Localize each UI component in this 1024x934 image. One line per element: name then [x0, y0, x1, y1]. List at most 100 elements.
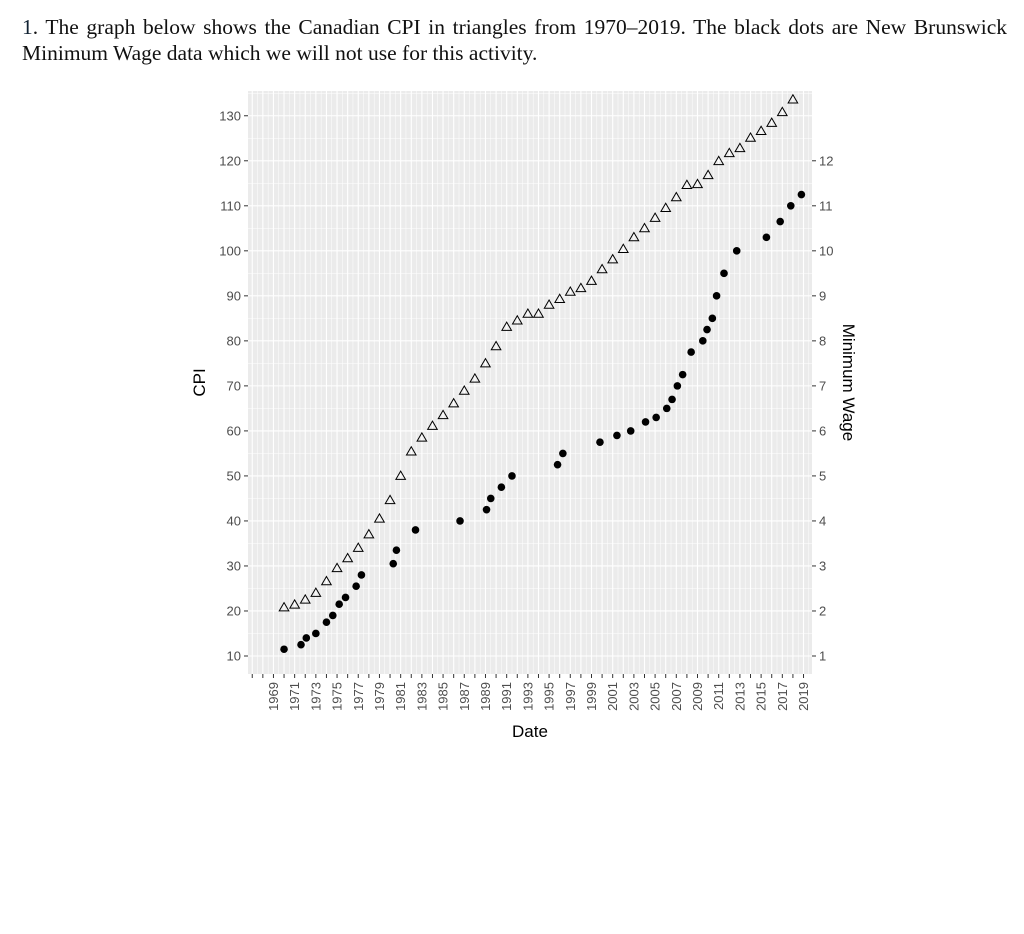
- cpi-point: [617, 243, 629, 253]
- minimum-wage-point: [776, 217, 784, 226]
- cpi-point: [320, 575, 333, 586]
- cpi-point: [299, 593, 311, 604]
- minimum-wage-point: [708, 314, 717, 323]
- x-tick-label: 1983: [414, 682, 429, 711]
- cpi-point: [416, 431, 428, 442]
- x-tick-label: 2011: [711, 682, 726, 710]
- cpi-point: [437, 409, 449, 420]
- minimum-wage-point: [497, 483, 506, 491]
- minimum-wage-point: [411, 526, 420, 534]
- question-text: 1. The graph below shows the Canadian CP…: [22, 14, 1007, 66]
- minimum-wage-point: [652, 413, 660, 422]
- cpi-point: [543, 299, 555, 309]
- y2-tick-label: 7: [819, 378, 826, 393]
- minimum-wage-point: [280, 645, 288, 654]
- minimum-wage-point: [553, 460, 562, 469]
- cpi-point: [384, 494, 396, 505]
- cpi-point: [310, 587, 322, 597]
- x-tick-label: 1991: [499, 682, 514, 711]
- minimum-wage-point: [352, 582, 360, 591]
- minimum-wage-point: [662, 404, 671, 413]
- cpi-point: [713, 155, 725, 166]
- cpi-point: [331, 562, 343, 573]
- x-tick-label: 2017: [775, 682, 790, 711]
- x-tick-label: 1989: [478, 682, 493, 711]
- cpi-point: [607, 253, 619, 264]
- minimum-wage-point: [357, 571, 366, 579]
- minimum-wage-point: [392, 546, 401, 554]
- minimum-wage-point: [341, 593, 350, 602]
- x-tick-label: 2007: [669, 682, 684, 711]
- y-tick-label: 50: [227, 468, 241, 483]
- cpi-point: [469, 372, 481, 383]
- x-tick-label: 2001: [605, 682, 620, 711]
- minimum-wage-point: [482, 505, 491, 514]
- minimum-wage-point: [486, 494, 495, 503]
- question-body: . The graph below shows the Canadian CPI…: [22, 15, 1007, 65]
- cpi-point: [341, 552, 354, 563]
- x-tick-label: 1971: [287, 682, 302, 711]
- x-tick-label: 2015: [754, 682, 769, 711]
- y-tick-label: 70: [227, 378, 241, 393]
- minimum-wage-point: [762, 233, 771, 242]
- cpi-point: [490, 340, 502, 351]
- minimum-wage-point: [641, 418, 650, 426]
- cpi-point: [628, 231, 640, 242]
- y2-tick-label: 11: [819, 198, 833, 213]
- cpi-point: [585, 275, 598, 285]
- minimum-wage-point: [302, 634, 311, 642]
- x-tick-label: 1981: [393, 682, 408, 711]
- x-tick-label: 2013: [732, 682, 747, 711]
- cpi-point: [288, 598, 301, 609]
- x-tick-label: 1995: [542, 682, 557, 711]
- minimum-wage-point: [613, 431, 621, 440]
- minimum-wage-point: [720, 269, 728, 278]
- minimum-wage-point: [797, 190, 806, 199]
- cpi-point: [458, 385, 470, 395]
- y-tick-label: 30: [227, 558, 241, 573]
- y-tick-label: 40: [227, 513, 241, 528]
- cpi-point: [405, 445, 417, 456]
- x-tick-label: 1977: [351, 682, 366, 711]
- x-axis-title: Date: [512, 722, 548, 741]
- minimum-wage-point: [596, 438, 604, 446]
- y-tick-label: 110: [220, 198, 241, 213]
- minimum-wage-point: [329, 611, 337, 620]
- minimum-wage-point: [508, 472, 516, 480]
- y-tick-label: 60: [227, 423, 241, 438]
- x-tick-label: 1973: [308, 682, 323, 711]
- gridlines: [248, 91, 812, 674]
- cpi-point: [511, 314, 523, 325]
- cpi-point: [691, 178, 704, 189]
- cpi-point: [649, 212, 661, 222]
- x-tick-label: 1969: [266, 682, 281, 711]
- cpi-point: [734, 142, 746, 153]
- minimum-wage-point: [456, 517, 464, 525]
- y2-tick-label: 10: [819, 243, 833, 258]
- cpi-point: [373, 512, 386, 523]
- cpi-point: [564, 285, 576, 296]
- cpi-point: [352, 542, 364, 552]
- cpi-point: [776, 106, 788, 117]
- y-tick-label: 10: [227, 648, 241, 663]
- minimum-wage-point: [626, 427, 635, 435]
- cpi-point: [702, 169, 714, 180]
- y-tick-label: 20: [227, 603, 241, 618]
- axes: 1020304050607080901001101201301234567891…: [219, 108, 833, 711]
- y2-axis-title: Minimum Wage: [839, 324, 858, 441]
- x-tick-label: 1993: [520, 682, 535, 711]
- cpi-point: [554, 293, 566, 303]
- y2-tick-label: 3: [819, 558, 826, 573]
- y-tick-label: 120: [219, 153, 241, 168]
- y-tick-label: 90: [227, 288, 241, 303]
- cpi-point: [596, 263, 608, 274]
- cpi-point: [448, 397, 460, 408]
- minimum-wage-point: [703, 325, 711, 334]
- minimum-wage-point: [673, 382, 682, 390]
- cpi-point: [766, 117, 778, 127]
- plot-panel: [248, 91, 812, 674]
- cpi-point: [638, 222, 651, 233]
- cpi-point: [681, 179, 693, 190]
- cpi-point: [532, 308, 545, 318]
